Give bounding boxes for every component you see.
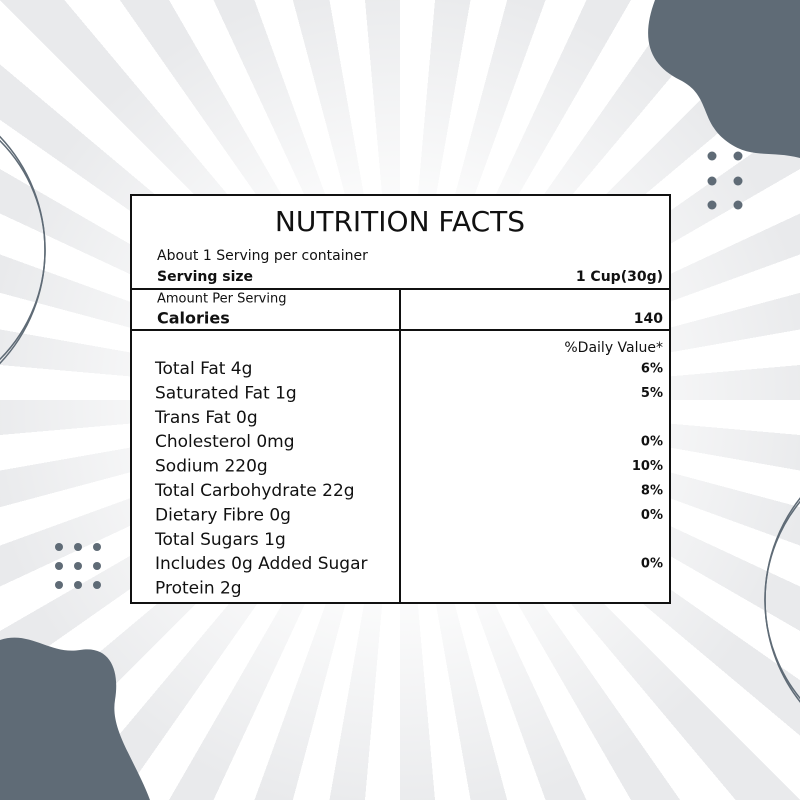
- nutrient-name: Cholesterol 0mg: [155, 432, 295, 452]
- amount-per-serving: Amount Per Serving: [157, 292, 286, 307]
- daily-value: 8%: [641, 484, 663, 499]
- nutrient-name: Dietary Fibre 0g: [155, 505, 291, 525]
- nutrient-name: Includes 0g Added Sugar: [155, 554, 367, 574]
- nutrient-name: Protein 2g: [155, 579, 242, 599]
- dot-grid: [707, 151, 743, 210]
- nutrition-label: NUTRITION FACTS About 1 Serving per cont…: [130, 194, 671, 604]
- nutrient-name: Total Carbohydrate 22g: [154, 481, 355, 501]
- daily-value: 0%: [641, 435, 663, 450]
- corner-blob: [648, 0, 800, 158]
- daily-value: 10%: [632, 459, 663, 474]
- circle-arc: [0, 139, 46, 361]
- nutrient-name: Saturated Fat 1g: [155, 383, 297, 403]
- label-title: NUTRITION FACTS: [275, 205, 525, 238]
- daily-value-header: %Daily Value*: [564, 340, 663, 356]
- dot-grid: [55, 543, 101, 589]
- nutrient-name: Total Fat 4g: [154, 359, 252, 379]
- daily-value: 6%: [641, 362, 663, 377]
- daily-value: 5%: [641, 386, 663, 401]
- nutrient-name: Trans Fat 0g: [154, 408, 258, 428]
- daily-value: 0%: [641, 557, 663, 572]
- servings-per-container: About 1 Serving per container: [157, 248, 368, 264]
- nutrient-name: Total Sugars 1g: [154, 530, 286, 550]
- serving-size-value: 1 Cup(30g): [576, 269, 663, 285]
- circle-arc: [764, 497, 800, 703]
- nutrient-name: Sodium 220g: [155, 457, 268, 477]
- corner-blob: [0, 637, 150, 800]
- daily-value: 0%: [641, 508, 663, 523]
- calories-value: 140: [634, 311, 663, 327]
- serving-size-label: Serving size: [157, 269, 253, 285]
- circle-arc: [764, 500, 800, 700]
- calories-label: Calories: [157, 309, 230, 328]
- circle-arc: [0, 135, 46, 365]
